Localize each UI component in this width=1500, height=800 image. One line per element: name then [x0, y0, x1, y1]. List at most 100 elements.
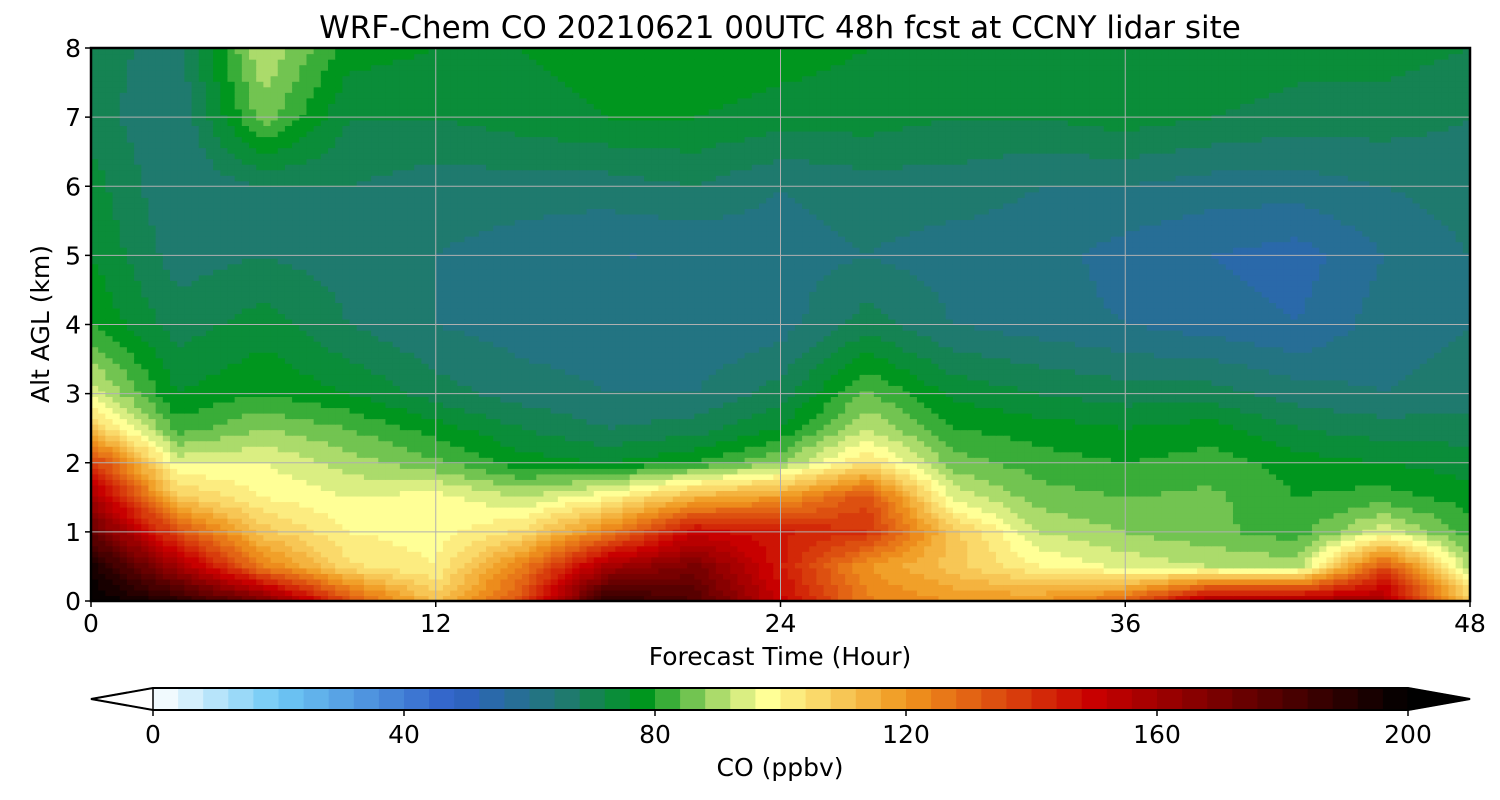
heatmap-cell — [435, 567, 444, 574]
heatmap-cell — [895, 484, 904, 491]
heatmap-cell — [1240, 589, 1248, 597]
heatmap-cell — [730, 523, 738, 530]
heatmap-cell — [730, 468, 738, 475]
heatmap-cell — [888, 540, 897, 547]
heatmap-cell — [478, 567, 487, 574]
heatmap-cell — [1132, 495, 1141, 503]
heatmap-cell — [773, 534, 782, 541]
heatmap-cell — [845, 534, 853, 541]
heatmap-cell — [1053, 589, 1062, 597]
heatmap-cell — [328, 584, 336, 591]
heatmap-cell — [909, 573, 918, 580]
heatmap-cell — [134, 562, 142, 569]
heatmap-cell — [514, 479, 523, 486]
heatmap-cell — [1319, 556, 1327, 563]
heatmap-cell — [442, 457, 451, 464]
heatmap-cell — [112, 501, 121, 508]
heatmap-cell — [385, 457, 394, 464]
heatmap-cell — [945, 457, 954, 464]
heatmap-cell — [270, 545, 279, 552]
heatmap-cell — [1017, 506, 1026, 514]
heatmap-cell — [974, 534, 983, 541]
heatmap-cell — [227, 490, 236, 497]
heatmap-cell — [730, 595, 738, 601]
heatmap-cell — [91, 595, 99, 601]
heatmap-cell — [622, 562, 631, 569]
heatmap-cell — [1311, 518, 1320, 525]
heatmap-cell — [1082, 484, 1090, 491]
heatmap-cell — [1340, 562, 1349, 569]
heatmap-cell — [428, 584, 437, 591]
heatmap-cell — [830, 595, 839, 601]
heatmap-cell — [1139, 506, 1148, 514]
heatmap-cell — [629, 468, 638, 475]
heatmap-cell — [1276, 479, 1284, 486]
heatmap-cell — [521, 578, 530, 586]
heatmap-cell — [378, 512, 387, 519]
heatmap-cell — [421, 523, 430, 530]
heatmap-cell — [256, 501, 264, 508]
heatmap-cell — [1390, 490, 1399, 497]
heatmap-cell — [1003, 545, 1011, 552]
heatmap-cell — [1347, 584, 1356, 591]
heatmap-cell — [529, 540, 537, 547]
heatmap-cell — [1419, 595, 1428, 601]
heatmap-cell — [313, 479, 322, 486]
heatmap-cell — [277, 484, 286, 491]
heatmap-cell — [234, 495, 243, 503]
heatmap-cell — [1039, 518, 1047, 525]
heatmap-cell — [593, 551, 602, 558]
heatmap-cell — [636, 551, 645, 558]
heatmap-cell — [952, 534, 961, 541]
heatmap-cell — [1276, 462, 1284, 469]
heatmap-cell — [1319, 545, 1327, 552]
heatmap-cell — [1232, 495, 1241, 503]
heatmap-cell — [723, 468, 731, 475]
heatmap-cell — [723, 556, 731, 563]
heatmap-cell — [478, 589, 487, 597]
heatmap-cell — [220, 540, 229, 547]
heatmap-cell — [701, 457, 710, 464]
heatmap-cell — [1024, 567, 1033, 574]
heatmap-cell — [960, 556, 968, 563]
heatmap-cell — [1096, 484, 1105, 491]
heatmap-cell — [1326, 584, 1335, 591]
heatmap-cell — [636, 484, 645, 491]
heatmap-cell — [1204, 462, 1213, 469]
heatmap-cell — [105, 468, 114, 475]
heatmap-cell — [220, 573, 229, 580]
heatmap-cell — [773, 578, 782, 586]
heatmap-cell — [758, 518, 767, 525]
heatmap-cell — [385, 518, 394, 525]
heatmap-cell — [737, 540, 746, 547]
heatmap-cell — [579, 506, 588, 514]
heatmap-cell — [234, 512, 243, 519]
heatmap-cell — [363, 584, 372, 591]
heatmap-cell — [543, 495, 552, 503]
heatmap-cell — [1290, 490, 1299, 497]
heatmap-cell — [988, 479, 997, 486]
heatmap-cell — [644, 589, 652, 597]
heatmap-cell — [1024, 518, 1033, 525]
heatmap-cell — [1455, 518, 1464, 525]
heatmap-cell — [500, 512, 509, 519]
heatmap-cell — [1355, 473, 1363, 480]
heatmap-cell — [1024, 562, 1033, 569]
heatmap-cell — [356, 457, 365, 464]
heatmap-cell — [1046, 567, 1055, 574]
heatmap-cell — [1168, 534, 1177, 541]
heatmap-cell — [701, 545, 710, 552]
heatmap-cell — [105, 523, 114, 530]
heatmap-cell — [1197, 567, 1205, 574]
heatmap-cell — [644, 523, 652, 530]
heatmap-cell — [565, 540, 573, 547]
heatmap-cell — [198, 457, 207, 464]
heatmap-cell — [1182, 562, 1191, 569]
heatmap-cell — [1003, 501, 1011, 508]
heatmap-cell — [572, 506, 580, 514]
heatmap-cell — [802, 484, 810, 491]
heatmap-cell — [615, 540, 624, 547]
heatmap-cell — [1118, 457, 1126, 464]
heatmap-cell — [450, 501, 458, 508]
heatmap-cell — [320, 551, 329, 558]
